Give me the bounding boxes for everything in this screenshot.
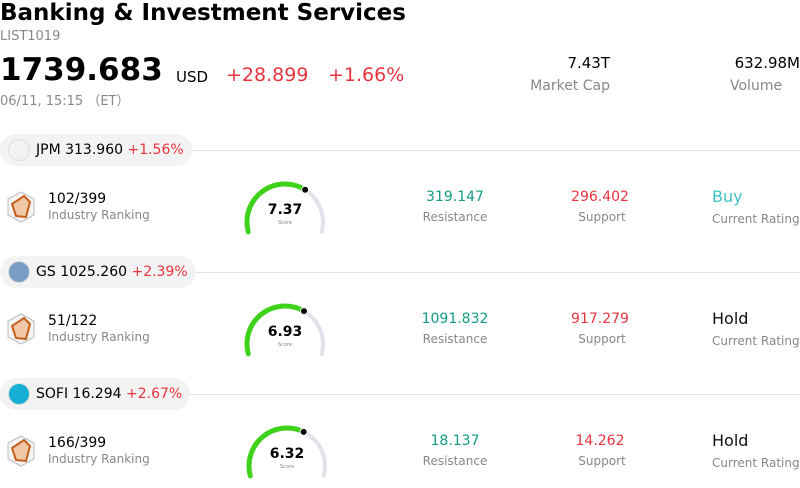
stat-value: 632.98M (734, 54, 800, 72)
stock-change: +1.56% (127, 142, 184, 158)
score: 6.93 (267, 324, 303, 340)
price: 1739.683 (0, 52, 163, 88)
resistance-label: Resistance (422, 332, 488, 346)
stat-value: 7.43T (567, 54, 610, 72)
rating-label: Current Rating (712, 456, 800, 470)
support: 296.402 (571, 189, 629, 205)
radar-icon (7, 313, 35, 345)
ranking-label: Industry Ranking (48, 208, 150, 222)
rating-label: Current Rating (712, 334, 800, 348)
support: 14.262 (575, 433, 625, 449)
resistance: 18.137 (430, 433, 480, 449)
logo (8, 139, 30, 161)
ranking: 102/399 (48, 191, 107, 207)
ticker: SOFI (36, 386, 69, 402)
support: 917.279 (571, 311, 629, 327)
divider (180, 272, 800, 273)
rating: Hold (712, 431, 749, 450)
score: 7.37 (267, 202, 303, 218)
resistance-label: Resistance (422, 210, 488, 224)
divider (180, 394, 800, 395)
score-label: Score (277, 220, 293, 226)
stock-price: 16.294 (72, 386, 122, 402)
stat-label: Volume (730, 78, 783, 94)
rating: Hold (712, 309, 749, 328)
stock-change: +2.39% (131, 264, 188, 280)
stock-pill[interactable]: SOFI 16.294 +2.67% (0, 378, 191, 410)
currency: USD (176, 68, 209, 86)
divider (180, 150, 800, 151)
support-label: Support (578, 332, 626, 346)
change: +28.899 (226, 64, 309, 86)
code: LIST1019 (0, 29, 61, 44)
ranking: 51/122 (48, 313, 98, 329)
rating-label: Current Rating (712, 212, 800, 226)
resistance-label: Resistance (422, 454, 488, 468)
ranking: 166/399 (48, 435, 107, 451)
support-label: Support (578, 454, 626, 468)
stock-change: +2.67% (126, 386, 183, 402)
radar-icon (7, 435, 35, 467)
stat-label: Market Cap (530, 78, 610, 94)
ranking-label: Industry Ranking (48, 452, 150, 466)
stock-pill[interactable]: GS 1025.260 +2.39% (0, 256, 196, 288)
ticker: JPM (36, 142, 61, 158)
title: Banking & Investment Services (0, 0, 406, 26)
change-pct: +1.66% (328, 64, 405, 86)
support-label: Support (578, 210, 626, 224)
score-label: Score (279, 464, 295, 470)
resistance: 319.147 (426, 189, 484, 205)
stock-price: 313.960 (65, 142, 124, 158)
ranking-label: Industry Ranking (48, 330, 150, 344)
radar-icon (7, 191, 35, 223)
stock-pill[interactable]: JPM 313.960 +1.56% (0, 134, 192, 166)
rating: Buy (712, 187, 743, 206)
datetime: 06/11, 15:15 （ET） (0, 94, 130, 109)
score: 6.32 (269, 446, 305, 462)
logo (8, 261, 30, 283)
resistance: 1091.832 (421, 311, 489, 327)
ticker: GS (36, 264, 56, 280)
score-label: Score (277, 342, 293, 348)
stock-price: 1025.260 (60, 264, 128, 280)
logo (8, 383, 30, 405)
